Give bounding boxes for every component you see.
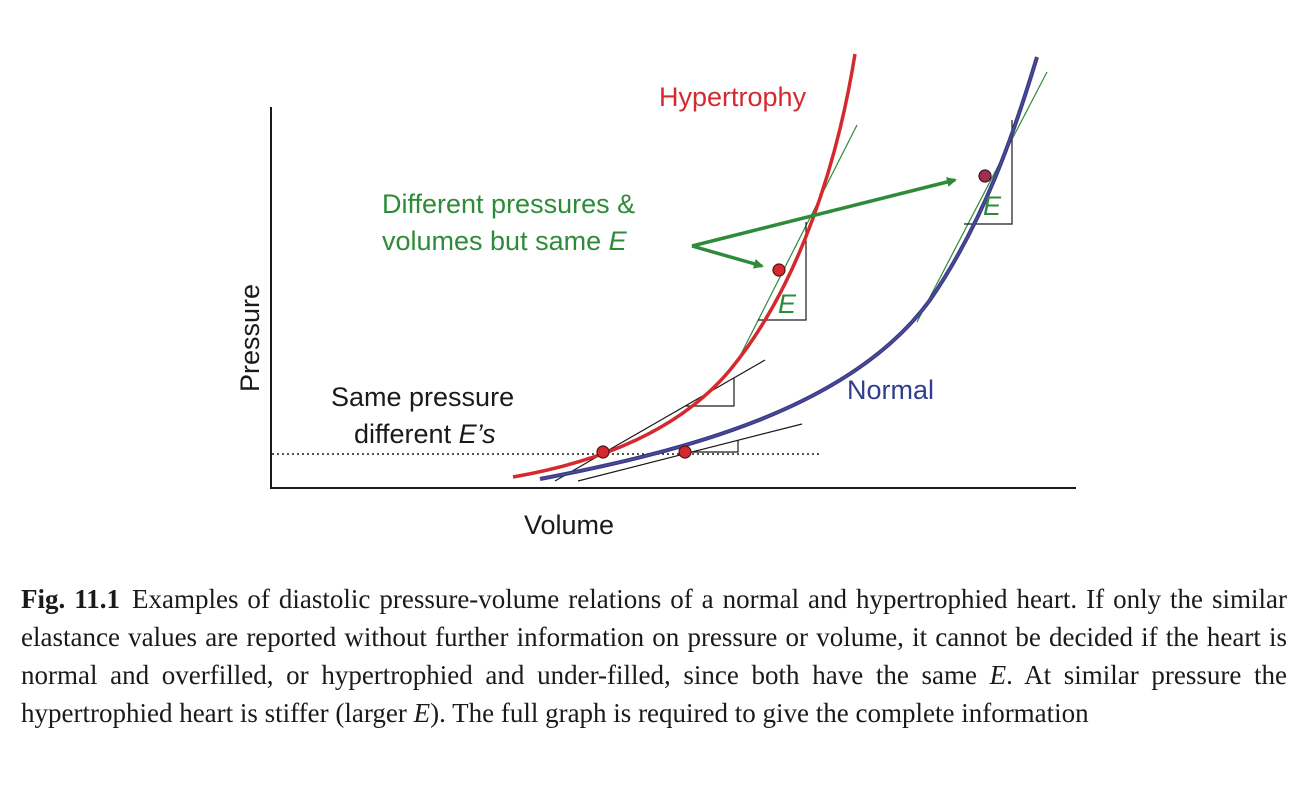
caption-text-3: ). The full graph is required to give th… (430, 698, 1089, 728)
arrow-to-normal-point (691, 177, 957, 248)
normal-curve (539, 56, 1039, 481)
normal-low-slope-triangle (690, 440, 739, 453)
normal-high-tangent (916, 71, 1048, 323)
x-axis-label: Volume (524, 510, 614, 540)
arrow-to-hypertrophy-point (691, 244, 764, 269)
caption-text-1: Examples of diastolic pressure-volume re… (21, 584, 1287, 690)
hypertrophy-high-point (772, 263, 786, 277)
hypertrophy-low-slope-triangle (686, 378, 735, 407)
annotation-same-pressure-line1: Same pressure (331, 382, 514, 412)
hypertrophy-high-slope-triangle (758, 222, 807, 321)
caption-text-2: . At similar pressure the hypertrophied … (21, 660, 1287, 728)
normal-curve-highlight (539, 56, 1038, 480)
annotation-same-pressure-line2: different E’s (354, 419, 496, 449)
pressure-volume-diagram: E E Hypertrophy Normal Different pressur… (235, 53, 1076, 540)
hypertrophy-high-tangent (737, 124, 858, 361)
figure-number: Fig. 11.1 (21, 584, 120, 614)
elastance-label-normal: E (983, 191, 1002, 221)
hypertrophy-low-point (596, 445, 610, 459)
hypertrophy-label: Hypertrophy (659, 82, 807, 112)
normal-high-point (978, 169, 992, 183)
figure-caption: Fig. 11.1 Examples of diastolic pressure-… (21, 580, 1287, 732)
caption-symbol-2: E (413, 698, 431, 728)
hypertrophy-low-tangent (554, 359, 766, 482)
y-axis-label: Pressure (235, 284, 265, 392)
normal-label: Normal (847, 375, 934, 405)
normal-low-point (678, 445, 692, 459)
hypertrophy-curve (512, 53, 857, 479)
annotation-different-pressures-line2: volumes but same E (382, 226, 628, 256)
caption-symbol-1: E (989, 660, 1007, 690)
normal-high-slope-triangle (964, 120, 1013, 225)
annotation-different-pressures-line1: Different pressures & (382, 189, 635, 219)
elastance-label-hypertrophy: E (778, 289, 797, 319)
